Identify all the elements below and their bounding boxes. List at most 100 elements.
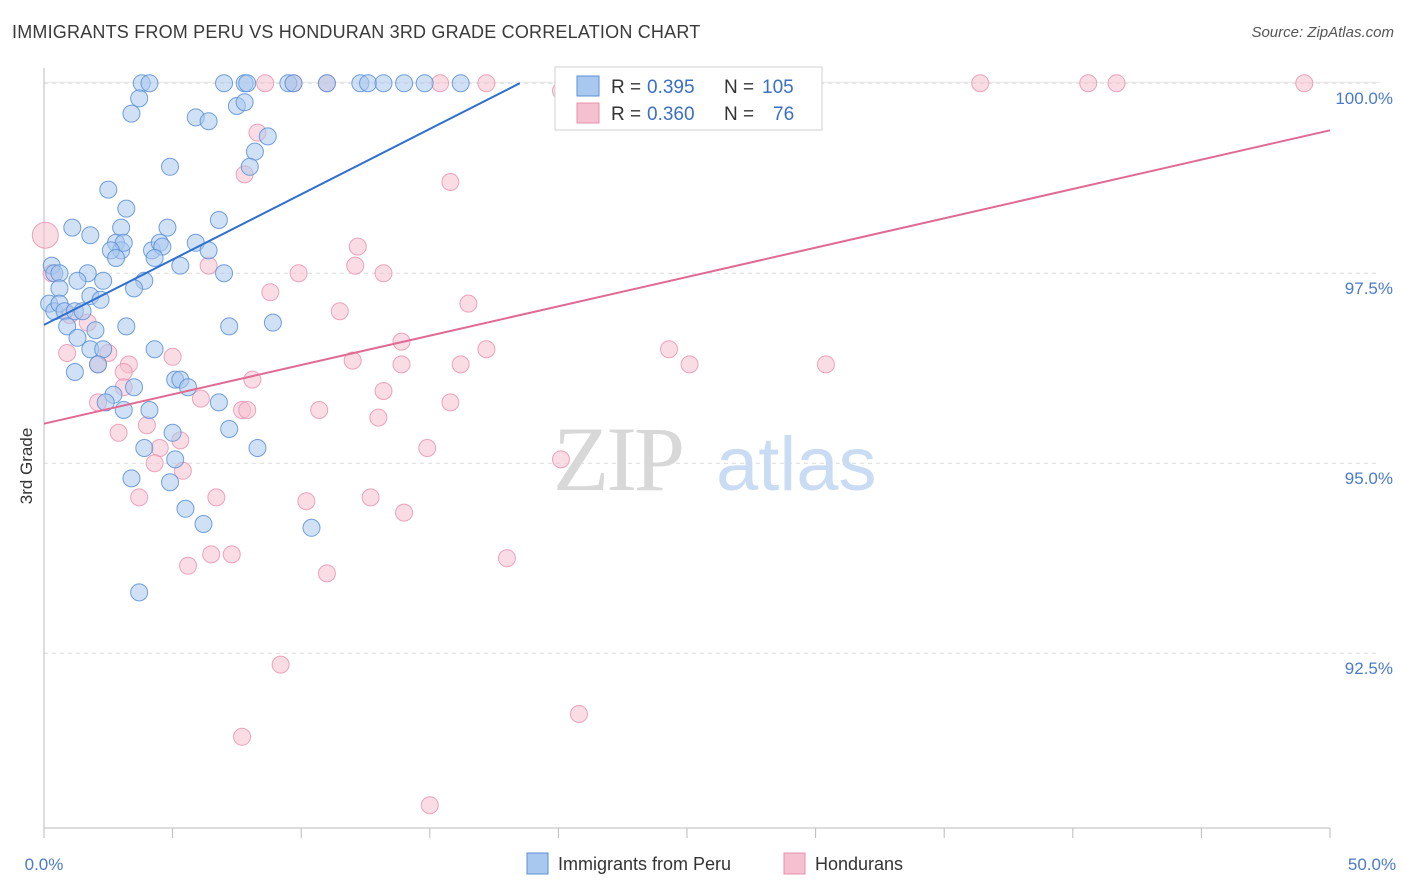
honduran-point bbox=[297, 492, 316, 511]
honduran-point bbox=[680, 355, 699, 374]
legend-n-label: N = bbox=[724, 104, 754, 125]
honduran-point bbox=[395, 503, 414, 522]
peru-point bbox=[158, 218, 177, 237]
legend-swatch-hondurans bbox=[576, 102, 600, 124]
peru-point bbox=[122, 104, 141, 123]
honduran-point bbox=[317, 564, 336, 583]
honduran-point bbox=[330, 302, 349, 321]
peru-point bbox=[220, 317, 239, 336]
honduran-point bbox=[361, 488, 380, 507]
peru-point bbox=[209, 393, 228, 412]
peru-point bbox=[263, 313, 282, 332]
honduran-point bbox=[163, 347, 182, 366]
honduran-point bbox=[191, 389, 210, 408]
peru-point bbox=[240, 157, 259, 176]
honduran-point bbox=[477, 74, 496, 93]
honduran-point bbox=[130, 488, 149, 507]
peru-point bbox=[68, 271, 87, 290]
honduran-point bbox=[441, 393, 460, 412]
honduran-point bbox=[374, 382, 393, 400]
peru-point bbox=[89, 355, 108, 374]
peru-point bbox=[215, 264, 234, 283]
honduran-point bbox=[202, 545, 221, 564]
honduran-point bbox=[243, 370, 262, 389]
honduran-point bbox=[346, 256, 365, 275]
peru-point bbox=[199, 112, 218, 131]
peru-point bbox=[451, 74, 470, 93]
honduran-point bbox=[348, 237, 367, 256]
honduran-point bbox=[1107, 74, 1126, 93]
peru-point bbox=[194, 515, 213, 533]
peru-point bbox=[99, 180, 118, 199]
legend-r-label: R = bbox=[611, 77, 641, 98]
peru-point bbox=[130, 583, 149, 602]
honduran-point bbox=[58, 344, 77, 362]
peru-point bbox=[145, 340, 164, 359]
peru-point bbox=[68, 328, 87, 347]
legend-n-label: N = bbox=[724, 77, 754, 98]
honduran-point bbox=[343, 351, 362, 370]
honduran-point bbox=[199, 256, 218, 275]
honduran-point bbox=[114, 363, 133, 381]
x-tick-label: 0.0% bbox=[25, 855, 64, 874]
peru-point bbox=[395, 74, 414, 93]
honduran-point bbox=[137, 416, 156, 435]
axes bbox=[43, 68, 1331, 838]
honduran-point bbox=[816, 355, 835, 374]
peru-trend-line bbox=[43, 82, 521, 326]
honduran-point bbox=[256, 74, 275, 93]
peru-point bbox=[86, 321, 105, 340]
chart-title: IMMIGRANTS FROM PERU VS HONDURAN 3RD GRA… bbox=[12, 22, 701, 42]
honduran-point bbox=[233, 727, 252, 746]
y-tick-label: 95.0% bbox=[1345, 469, 1393, 488]
peru-point bbox=[112, 218, 131, 237]
y-tick-label: 97.5% bbox=[1345, 279, 1393, 298]
honduran-point bbox=[31, 221, 59, 249]
honduran-point bbox=[145, 454, 164, 473]
peru-point bbox=[140, 401, 159, 419]
peru-point bbox=[317, 74, 336, 93]
y-axis-label: 3rd Grade bbox=[17, 428, 36, 505]
series-legend: Immigrants from Peru Hondurans bbox=[526, 852, 903, 875]
honduran-point bbox=[109, 423, 128, 442]
honduran-point bbox=[431, 74, 450, 93]
peru-point bbox=[125, 378, 144, 397]
stats-legend: R = 0.395 N = 105 R = 0.360 N = 76 bbox=[554, 66, 823, 131]
peru-point bbox=[50, 264, 69, 283]
peru-point bbox=[161, 157, 180, 176]
peru-point bbox=[94, 271, 113, 290]
peru-point bbox=[117, 317, 136, 336]
legend-r-label: R = bbox=[611, 104, 641, 125]
peru-point bbox=[215, 74, 234, 93]
honduran-point bbox=[497, 549, 516, 568]
y-tick-label: 100.0% bbox=[1335, 89, 1393, 108]
legend-swatch-peru bbox=[576, 75, 600, 97]
legend-r-value: 0.360 bbox=[647, 104, 695, 125]
peru-point bbox=[50, 279, 69, 298]
hondurans-trend-line bbox=[43, 129, 1331, 425]
honduran-point bbox=[418, 439, 437, 457]
series-swatch-peru bbox=[526, 852, 549, 875]
trend-lines bbox=[43, 82, 1331, 425]
peru-point bbox=[359, 74, 378, 93]
honduran-point bbox=[569, 705, 588, 723]
peru-point bbox=[284, 74, 303, 93]
watermark: ZIP atlas bbox=[553, 408, 877, 510]
peru-point bbox=[248, 439, 267, 457]
honduran-point bbox=[1079, 74, 1098, 93]
watermark-zip: ZIP bbox=[553, 408, 682, 510]
legend-n-value: 76 bbox=[773, 104, 794, 125]
peru-point bbox=[81, 226, 100, 245]
honduran-point bbox=[1295, 74, 1314, 93]
x-tick-label: 50.0% bbox=[1348, 855, 1396, 874]
peru-point bbox=[63, 218, 82, 237]
peru-point bbox=[166, 450, 185, 469]
peru-point bbox=[258, 127, 277, 146]
peru-point bbox=[107, 249, 126, 267]
legend-r-value: 0.395 bbox=[647, 77, 695, 98]
peru-point bbox=[238, 74, 257, 93]
peru-point bbox=[130, 89, 149, 108]
honduran-point bbox=[451, 355, 470, 374]
peru-point bbox=[94, 340, 113, 359]
